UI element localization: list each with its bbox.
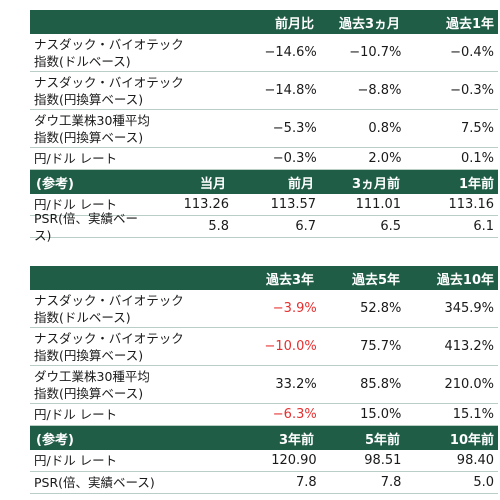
table-row: 円/ドル レート −0.3% 2.0% 0.1%	[30, 148, 498, 170]
row-label-line1: ナスダック・バイオテック	[34, 330, 184, 346]
table1-reference-header-row: (参考) 当月 前月 3ヵ月前 1年前	[30, 170, 498, 194]
value-cell: 413.2%	[444, 339, 495, 354]
row-label-line2: 指数(ドルベース)	[34, 53, 131, 69]
row-label: 円/ドル レート	[34, 453, 118, 468]
table1-header-col2: 過去3ヵ月	[338, 16, 400, 32]
table-row: 円/ドル レート 113.26 113.57 111.01 113.16	[30, 194, 498, 216]
value-cell: −8.8%	[357, 83, 402, 98]
long-term-performance-table: 過去3年 過去5年 過去10年 ナスダック・バイオテック 指数(ドルベース) −…	[30, 266, 498, 494]
value-cell: 6.1	[473, 219, 494, 234]
table2-reference-header-row: (参考) 3年前 5年前 10年前	[30, 426, 498, 450]
value-cell: 0.1%	[460, 151, 495, 166]
value-cell: 113.26	[183, 197, 230, 212]
row-label: 円/ドル レート	[34, 197, 118, 212]
value-cell: 98.51	[364, 453, 402, 468]
value-cell: 113.16	[448, 197, 495, 212]
table-row: ナスダック・バイオテック 指数(ドルベース) −14.6% −10.7% −0.…	[30, 34, 498, 72]
table2-header-col1: 過去3年	[265, 272, 314, 288]
value-cell: 111.01	[355, 197, 402, 212]
row-label: PSR(倍、実績ベース)	[34, 210, 139, 243]
value-cell: 2.0%	[368, 151, 402, 166]
table-row: ナスダック・バイオテック 指数(円換算ベース) −10.0% 75.7% 413…	[30, 328, 498, 366]
ref-header-col1: 当月	[199, 176, 226, 192]
table-row: ダウ工業株30種平均 指数(円換算ベース) 33.2% 85.8% 210.0%	[30, 366, 498, 404]
value-cell: 0.8%	[368, 121, 402, 136]
negative-value-cell: −3.9%	[272, 301, 317, 316]
value-cell: 210.0%	[444, 377, 495, 392]
value-cell: −14.8%	[264, 83, 317, 98]
value-cell: −0.4%	[450, 45, 495, 60]
value-cell: 7.5%	[460, 121, 495, 136]
reference-label: (参考)	[36, 176, 74, 192]
table-row: ナスダック・バイオテック 指数(ドルベース) −3.9% 52.8% 345.9…	[30, 290, 498, 328]
table2-header-row: 過去3年 過去5年 過去10年	[30, 266, 498, 290]
value-cell: −5.3%	[272, 121, 317, 136]
value-cell: 5.0	[473, 475, 495, 490]
row-label-line1: ナスダック・バイオテック	[34, 74, 184, 90]
row-label-line2: 指数(円換算ベース)	[34, 347, 144, 363]
table-row: 円/ドル レート −6.3% 15.0% 15.1%	[30, 404, 498, 426]
value-cell: 15.1%	[452, 407, 495, 422]
row-label: ナスダック・バイオテック 指数(ドルベース)	[30, 36, 235, 70]
value-cell: 85.8%	[360, 377, 402, 392]
negative-value-cell: −6.3%	[272, 407, 317, 422]
row-label-line1: ナスダック・バイオテック	[34, 292, 184, 308]
table-row: PSR(倍、実績ベース) 5.8 6.7 6.5 6.1	[30, 211, 498, 243]
table2-header-col2: 過去5年	[351, 272, 400, 288]
row-label: ダウ工業株30種平均 指数(円換算ベース)	[30, 112, 235, 146]
table2-header-col3: 過去10年	[436, 272, 494, 288]
value-cell: −0.3%	[450, 83, 495, 98]
row-label: 円/ドル レート	[34, 407, 118, 422]
row-label: ナスダック・バイオテック 指数(ドルベース)	[30, 292, 235, 326]
row-label: ナスダック・バイオテック 指数(円換算ベース)	[30, 74, 235, 108]
row-label-line1: ダウ工業株30種平均	[34, 112, 150, 128]
monthly-performance-table: 前月比 過去3ヵ月 過去1年 ナスダック・バイオテック 指数(ドルベース) −1…	[30, 10, 498, 243]
table-row: ダウ工業株30種平均 指数(円換算ベース) −5.3% 0.8% 7.5%	[30, 110, 498, 148]
value-cell: 33.2%	[275, 377, 317, 392]
row-label-line2: 指数(ドルベース)	[34, 309, 131, 325]
value-cell: 6.5	[380, 219, 402, 234]
row-label: ナスダック・バイオテック 指数(円換算ベース)	[30, 330, 235, 364]
value-cell: 75.7%	[360, 339, 402, 354]
table1-header-col3: 過去1年	[445, 16, 494, 32]
table-row: 円/ドル レート 120.90 98.51 98.40	[30, 450, 498, 472]
ref-header-col3: 10年前	[449, 432, 494, 448]
negative-value-cell: −10.0%	[264, 339, 317, 354]
value-cell: −10.7%	[349, 45, 402, 60]
value-cell: 5.8	[208, 219, 230, 234]
value-cell: 98.40	[456, 453, 495, 468]
value-cell: 113.57	[270, 197, 317, 212]
ref-header-col1: 3年前	[278, 432, 314, 448]
ref-header-col2: 前月	[287, 176, 314, 192]
ref-header-col3: 3ヵ月前	[351, 176, 400, 192]
ref-header-col2: 5年前	[364, 432, 400, 448]
row-label: 円/ドル レート	[34, 151, 118, 166]
value-cell: 345.9%	[444, 301, 495, 316]
value-cell: 15.0%	[360, 407, 402, 422]
ref-header-col4: 1年前	[458, 176, 494, 192]
table-row: PSR(倍、実績ベース) 7.8 7.8 5.0	[30, 472, 498, 494]
row-label-line2: 指数(円換算ベース)	[34, 385, 144, 401]
row-label-line2: 指数(円換算ベース)	[34, 91, 144, 107]
table-row: ナスダック・バイオテック 指数(円換算ベース) −14.8% −8.8% −0.…	[30, 72, 498, 110]
value-cell: −14.6%	[264, 45, 317, 60]
row-label: ダウ工業株30種平均 指数(円換算ベース)	[30, 368, 235, 402]
value-cell: 52.8%	[360, 301, 402, 316]
row-label: PSR(倍、実績ベース)	[34, 475, 155, 490]
row-label-line2: 指数(円換算ベース)	[34, 129, 144, 145]
table1-header-row: 前月比 過去3ヵ月 過去1年	[30, 10, 498, 34]
value-cell: 6.7	[295, 219, 317, 234]
value-cell: 7.8	[296, 475, 317, 490]
value-cell: 7.8	[380, 475, 402, 490]
value-cell: 120.90	[271, 453, 317, 468]
reference-label: (参考)	[36, 432, 74, 448]
row-label-line1: ダウ工業株30種平均	[34, 368, 150, 384]
table1-header-col1: 前月比	[274, 16, 314, 32]
value-cell: −0.3%	[272, 151, 317, 166]
row-label-line1: ナスダック・バイオテック	[34, 36, 184, 52]
